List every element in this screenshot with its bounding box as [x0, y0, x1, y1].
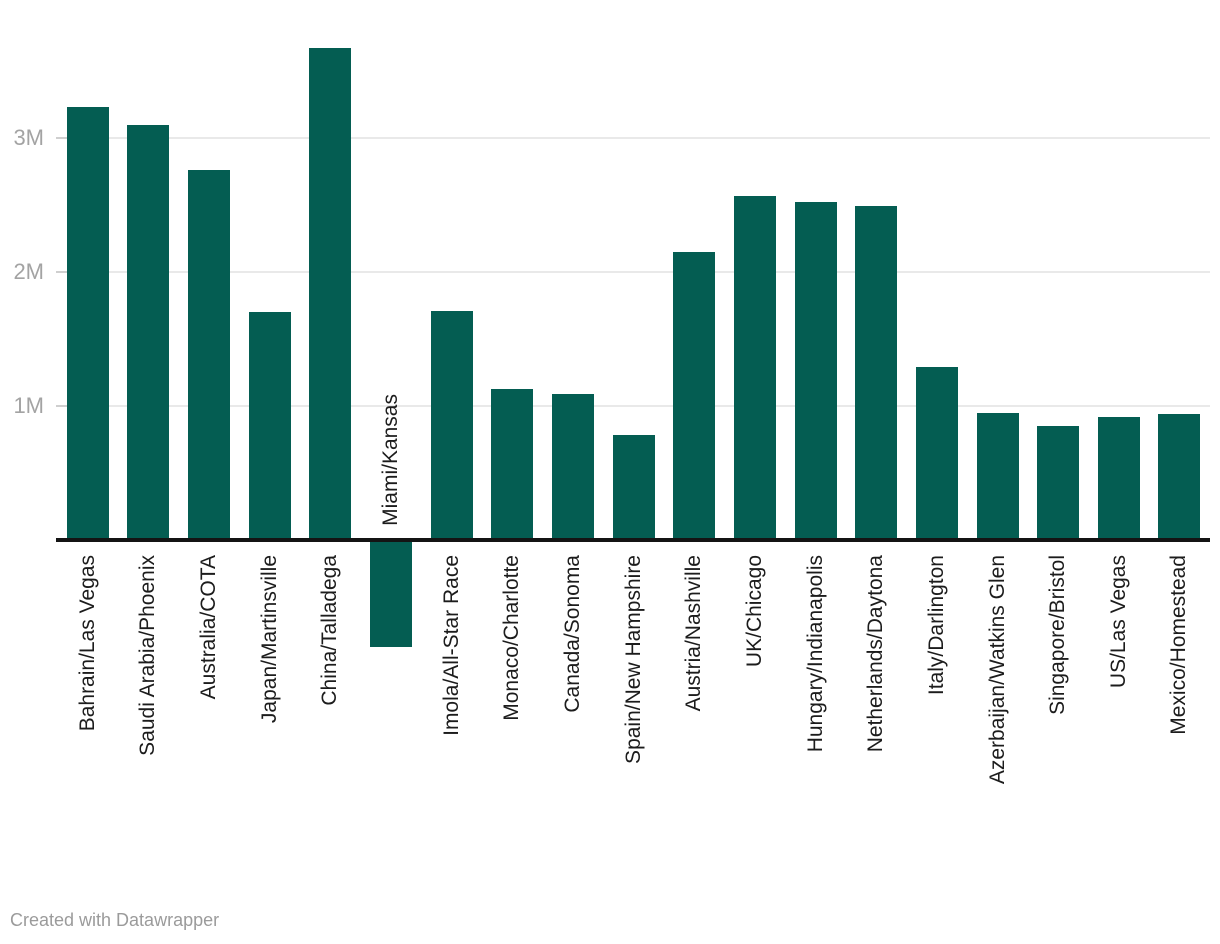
- x-axis-label: Monaco/Charlotte: [500, 555, 524, 721]
- x-axis-label: Austria/Nashville: [682, 555, 706, 712]
- axis-tick: [56, 405, 69, 407]
- x-axis-label: Singapore/Bristol: [1046, 555, 1070, 715]
- gridline: [56, 405, 1210, 407]
- bar[interactable]: [1037, 426, 1080, 540]
- bar[interactable]: [551, 393, 594, 540]
- x-axis-label: Miami/Kansas: [378, 394, 402, 526]
- x-axis-label: Hungary/Indianapolis: [803, 555, 827, 753]
- x-axis-label: Imola/All-Star Race: [439, 555, 463, 736]
- bar[interactable]: [794, 202, 837, 540]
- bar[interactable]: [915, 367, 958, 540]
- x-axis-label: UK/Chicago: [742, 555, 766, 668]
- y-axis-tick-label: 3M: [13, 125, 44, 150]
- x-axis-line: [56, 538, 1210, 542]
- x-axis-label: Bahrain/Las Vegas: [75, 555, 99, 732]
- y-axis-tick-label: 1M: [13, 393, 44, 418]
- x-axis-label: Mexico/Homestead: [1167, 555, 1191, 735]
- x-axis-label: Azerbaijan/Watkins Glen: [985, 555, 1009, 785]
- bar[interactable]: [66, 107, 109, 540]
- x-axis-label: US/Las Vegas: [1106, 555, 1130, 689]
- bar[interactable]: [855, 206, 898, 540]
- axis-tick: [56, 271, 69, 273]
- datawrapper-credit[interactable]: Created with Datawrapper: [10, 910, 220, 930]
- x-axis-label: Italy/Darlington: [924, 555, 948, 696]
- bar[interactable]: [1158, 414, 1201, 540]
- bar[interactable]: [1097, 416, 1140, 540]
- bar[interactable]: [491, 388, 534, 540]
- x-axis-label: China/Talladega: [318, 555, 342, 706]
- x-axis-label: Spain/New Hampshire: [621, 555, 645, 764]
- x-axis-label: Japan/Martinsville: [257, 555, 281, 724]
- bar[interactable]: [733, 195, 776, 540]
- bar[interactable]: [612, 435, 655, 540]
- y-axis-tick-label: 2M: [13, 259, 44, 284]
- bar[interactable]: [673, 251, 716, 540]
- bar[interactable]: [309, 48, 352, 540]
- gridline: [56, 137, 1210, 139]
- bar[interactable]: [976, 412, 1019, 540]
- axis-tick: [56, 137, 69, 139]
- bar[interactable]: [430, 310, 473, 540]
- x-axis-label: Netherlands/Daytona: [864, 555, 888, 753]
- bar[interactable]: [369, 540, 412, 648]
- gridline: [56, 271, 1210, 273]
- bar[interactable]: [248, 312, 291, 540]
- x-axis-label: Saudi Arabia/Phoenix: [136, 555, 160, 756]
- bar[interactable]: [127, 124, 170, 540]
- x-axis-label: Canada/Sonoma: [560, 555, 584, 713]
- x-axis-label: Australia/COTA: [196, 555, 220, 700]
- bar[interactable]: [187, 170, 230, 540]
